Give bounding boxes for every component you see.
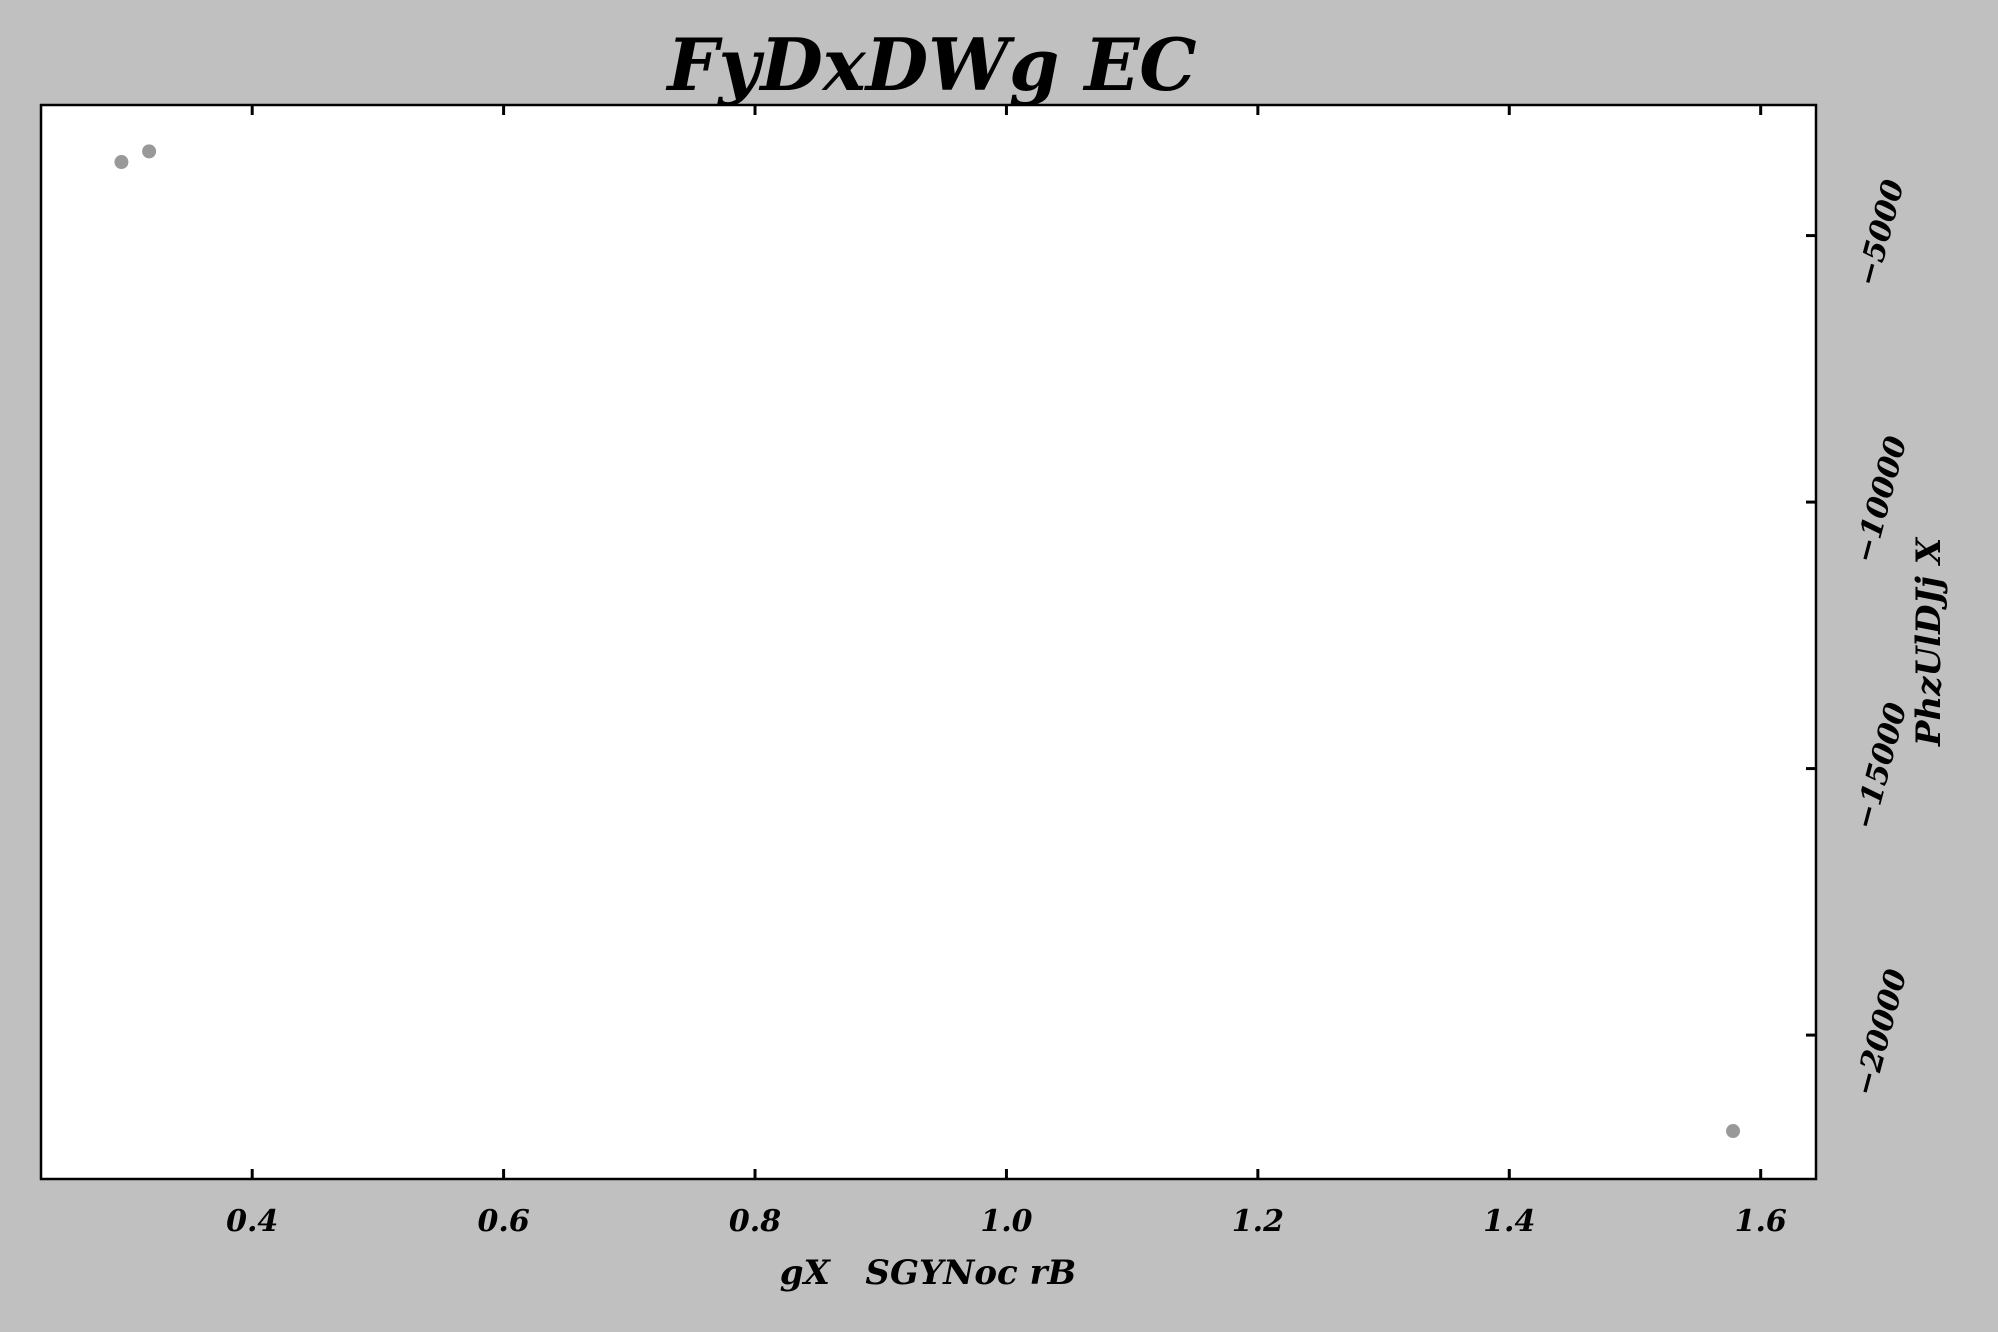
x-axis-label: gX SGYNoc rB xyxy=(780,1253,1076,1293)
y-tick-label: −15000 xyxy=(1847,699,1914,833)
x-axis: 0.4 0.6 0.8 1.0 1.2 1.4 1.6 xyxy=(226,105,1787,1239)
data-point xyxy=(114,155,129,170)
chart-title: FyDxDWg EC xyxy=(665,22,1196,107)
y-tick-label: −20000 xyxy=(1847,965,1914,1099)
data-point xyxy=(1726,1124,1741,1139)
x-tick-label: 0.6 xyxy=(478,1204,530,1239)
data-point xyxy=(142,144,157,159)
y-tick-label: −10000 xyxy=(1847,432,1914,566)
x-tick-label: 0.8 xyxy=(729,1204,781,1239)
x-tick-label: 1.6 xyxy=(1735,1204,1787,1239)
plot-area xyxy=(39,103,1818,1181)
y-axis: −5000 −10000 −15000 −20000 xyxy=(1806,176,1915,1100)
x-tick-label: 0.4 xyxy=(226,1204,278,1239)
y-axis-label: PhzUlDJj X xyxy=(1909,536,1949,747)
x-tick-label: 1.0 xyxy=(980,1204,1032,1239)
y-tick-label: −5000 xyxy=(1850,176,1912,290)
x-tick-label: 1.2 xyxy=(1232,1204,1284,1239)
data-points xyxy=(114,144,1741,1139)
x-tick-label: 1.4 xyxy=(1483,1204,1535,1239)
